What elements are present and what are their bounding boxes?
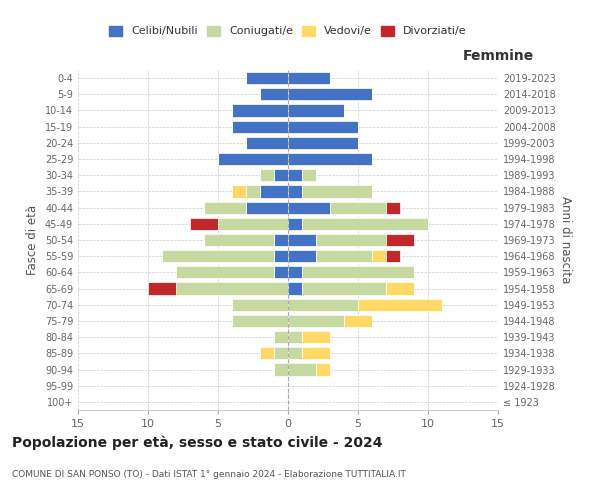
Bar — [288, 137, 358, 149]
Bar — [274, 348, 288, 360]
Bar — [302, 218, 428, 230]
Bar — [330, 202, 386, 213]
Bar — [288, 186, 302, 198]
Bar — [288, 266, 302, 278]
Bar — [232, 298, 288, 311]
Bar — [386, 282, 414, 294]
Text: Popolazione per età, sesso e stato civile - 2024: Popolazione per età, sesso e stato civil… — [12, 435, 383, 450]
Bar — [148, 282, 176, 294]
Bar — [232, 315, 288, 327]
Bar — [288, 120, 358, 132]
Bar — [162, 250, 274, 262]
Bar — [232, 120, 288, 132]
Bar — [288, 218, 302, 230]
Bar — [302, 186, 372, 198]
Bar — [232, 104, 288, 117]
Bar — [288, 298, 358, 311]
Bar — [358, 298, 442, 311]
Bar — [288, 88, 372, 101]
Bar — [190, 218, 218, 230]
Bar — [246, 186, 260, 198]
Bar — [246, 137, 288, 149]
Bar — [176, 266, 274, 278]
Bar — [274, 169, 288, 181]
Bar — [260, 186, 288, 198]
Y-axis label: Fasce di età: Fasce di età — [26, 205, 39, 275]
Bar — [386, 202, 400, 213]
Bar — [288, 234, 316, 246]
Bar — [232, 186, 246, 198]
Bar — [302, 169, 316, 181]
Bar — [218, 218, 288, 230]
Bar — [204, 202, 246, 213]
Bar — [274, 234, 288, 246]
Bar — [372, 250, 386, 262]
Bar — [204, 234, 274, 246]
Bar — [288, 364, 316, 376]
Bar — [386, 234, 414, 246]
Bar — [260, 169, 274, 181]
Bar — [302, 282, 386, 294]
Bar — [288, 348, 302, 360]
Bar — [218, 153, 288, 165]
Bar — [302, 348, 330, 360]
Bar — [288, 72, 330, 84]
Y-axis label: Anni di nascita: Anni di nascita — [559, 196, 572, 284]
Bar — [386, 250, 400, 262]
Text: COMUNE DI SAN PONSO (TO) - Dati ISTAT 1° gennaio 2024 - Elaborazione TUTTITALIA.: COMUNE DI SAN PONSO (TO) - Dati ISTAT 1°… — [12, 470, 406, 479]
Bar — [288, 282, 302, 294]
Bar — [274, 364, 288, 376]
Text: Femmine: Femmine — [463, 49, 533, 63]
Bar — [288, 250, 316, 262]
Bar — [288, 104, 344, 117]
Bar — [274, 266, 288, 278]
Legend: Celibi/Nubili, Coniugati/e, Vedovi/e, Divorziati/e: Celibi/Nubili, Coniugati/e, Vedovi/e, Di… — [105, 21, 471, 41]
Bar — [316, 250, 372, 262]
Bar — [302, 266, 414, 278]
Bar — [302, 331, 330, 343]
Bar — [288, 315, 344, 327]
Bar — [288, 153, 372, 165]
Bar — [288, 331, 302, 343]
Bar — [274, 250, 288, 262]
Bar — [316, 364, 330, 376]
Bar — [274, 331, 288, 343]
Bar — [246, 202, 288, 213]
Bar — [316, 234, 386, 246]
Bar — [288, 169, 302, 181]
Bar — [260, 88, 288, 101]
Bar — [288, 202, 330, 213]
Bar — [260, 348, 274, 360]
Bar — [246, 72, 288, 84]
Bar — [344, 315, 372, 327]
Bar — [176, 282, 288, 294]
